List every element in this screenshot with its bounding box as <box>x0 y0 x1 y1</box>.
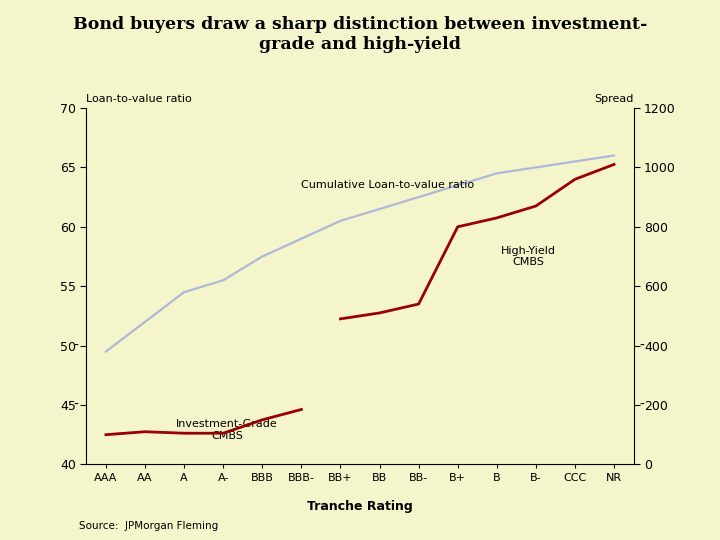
Text: Tranche Rating: Tranche Rating <box>307 500 413 513</box>
Text: Source:  JPMorgan Fleming: Source: JPMorgan Fleming <box>79 521 218 531</box>
Text: Spread: Spread <box>594 94 634 104</box>
Text: High-Yield
CMBS: High-Yield CMBS <box>500 246 556 267</box>
Text: Loan-to-value ratio: Loan-to-value ratio <box>86 94 192 104</box>
Text: -: - <box>639 398 644 412</box>
Text: -: - <box>73 398 78 412</box>
Text: -: - <box>73 339 78 353</box>
Text: Bond buyers draw a sharp distinction between investment-
grade and high-yield: Bond buyers draw a sharp distinction bet… <box>73 16 647 53</box>
Text: -: - <box>639 339 644 353</box>
Text: Cumulative Loan-to-value ratio: Cumulative Loan-to-value ratio <box>302 180 474 190</box>
Text: Investment-Grade
CMBS: Investment-Grade CMBS <box>176 419 278 441</box>
